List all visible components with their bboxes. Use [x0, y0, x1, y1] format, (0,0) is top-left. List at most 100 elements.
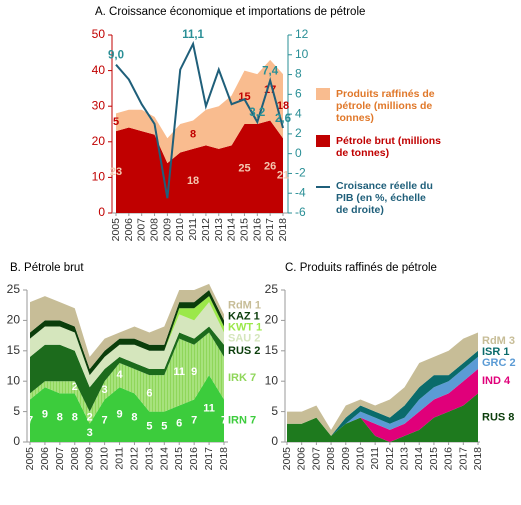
series-value: 8 [508, 412, 514, 424]
data-label: 11 [203, 402, 215, 414]
data-label: 6 [176, 418, 182, 430]
series-value: 7 [250, 415, 256, 427]
y-tick-label: 10 [92, 170, 106, 184]
series-name: RUS [228, 345, 251, 357]
x-tick-label: 2009 [161, 218, 173, 242]
y-tick-label: 15 [265, 343, 279, 357]
series-label: RUS 2 [228, 345, 260, 357]
x-tick-label: 2017 [457, 447, 469, 471]
series-label: RdM 1 [228, 300, 261, 312]
x-tick-label: 2010 [174, 218, 186, 242]
area [287, 356, 478, 436]
x-tick-label: 2015 [428, 447, 440, 471]
y-tick-label: 0 [13, 434, 20, 448]
data-label: 2 [72, 381, 78, 393]
y2-tick-label: 4 [295, 106, 302, 120]
y-tick-label: 20 [7, 313, 21, 327]
y-tick-label: 10 [7, 373, 21, 387]
y-tick-label: 5 [13, 404, 20, 418]
x-tick-label: 2008 [325, 447, 337, 471]
x-tick-label: 2006 [296, 447, 308, 471]
data-label: 7 [102, 415, 108, 427]
series-name: IRK [228, 372, 247, 384]
y-tick-label: 40 [92, 63, 106, 77]
data-label: 7 [191, 415, 197, 427]
series-value: 2 [254, 333, 260, 345]
x-tick-label: 2014 [226, 218, 238, 242]
x-tick-label: 2013 [399, 447, 411, 471]
series-value: 3 [509, 335, 515, 347]
series-name: KAZ [228, 311, 251, 323]
y2-tick-label: 12 [295, 27, 309, 41]
legend-label: Croisance réelle du PIB (en %, échelle d… [336, 180, 433, 216]
data-label: 3,2 [249, 107, 265, 119]
area [30, 296, 224, 376]
data-label: 21 [277, 170, 289, 182]
y2-tick-label: 8 [295, 67, 302, 81]
area [287, 332, 478, 436]
data-label: 18 [277, 100, 289, 112]
series-name: IRN [228, 415, 247, 427]
y-tick-label: 0 [98, 205, 105, 219]
x-tick-label: 2013 [143, 447, 155, 471]
data-label: 2,6 [275, 113, 291, 125]
y-tick-label: 30 [92, 98, 106, 112]
x-tick-label: 2006 [39, 447, 51, 471]
area [287, 350, 478, 436]
series-name: GRC [482, 357, 507, 369]
series-value: 1 [503, 346, 509, 358]
data-label: 8 [72, 412, 78, 424]
y-tick-label: 5 [271, 404, 278, 418]
x-tick-label: 2016 [251, 218, 263, 242]
data-label: 4 [116, 369, 123, 381]
area [287, 393, 478, 442]
x-tick-label: 2016 [443, 447, 455, 471]
y-tick-label: 0 [271, 434, 278, 448]
y2-tick-label: -4 [295, 185, 306, 199]
data-label: 7,4 [262, 66, 279, 78]
series-label: IRK 7 [228, 372, 256, 384]
x-tick-label: 2005 [281, 447, 293, 471]
x-tick-label: 2007 [310, 447, 322, 471]
y2-tick-label: 10 [295, 47, 309, 61]
series-label: IRN 7 [228, 415, 256, 427]
data-label: 3 [87, 427, 93, 439]
x-tick-label: 2014 [413, 447, 425, 471]
data-label: 11 [173, 366, 185, 378]
series-value: 2 [254, 345, 260, 357]
series-value: 2 [509, 357, 515, 369]
series-name: RdM [482, 335, 506, 347]
area [30, 375, 224, 442]
x-tick-label: 2012 [128, 447, 140, 471]
y-tick-label: 20 [265, 313, 279, 327]
y2-tick-label: -6 [295, 205, 306, 219]
x-tick-label: 2017 [264, 218, 276, 242]
series-label: IND 4 [482, 375, 511, 387]
y-tick-label: 25 [265, 282, 279, 296]
legend-swatch [316, 135, 330, 147]
y2-tick-label: -2 [295, 166, 306, 180]
data-label: 26 [264, 161, 276, 173]
y-tick-label: 20 [92, 134, 106, 148]
x-tick-label: 2007 [136, 218, 148, 242]
chart-title: A. Croissance économique et importations… [95, 6, 365, 18]
legend-swatch [316, 186, 330, 188]
series-label: ISR 1 [482, 346, 509, 358]
x-tick-label: 2018 [277, 218, 289, 242]
data-label: 11,1 [182, 29, 204, 41]
data-label: 2 [87, 412, 93, 424]
data-label: 9,0 [108, 50, 124, 62]
x-tick-label: 2014 [158, 447, 170, 471]
y-tick-label: 10 [265, 373, 279, 387]
data-label: 7 [221, 415, 227, 427]
data-label: 8 [131, 412, 137, 424]
series-name: RUS [482, 412, 505, 424]
data-label: 8 [57, 412, 63, 424]
data-label: 9 [116, 409, 122, 421]
x-tick-label: 2011 [114, 447, 126, 470]
data-label: 7 [27, 415, 33, 427]
x-tick-label: 2011 [369, 447, 381, 470]
data-label: 5 [113, 116, 119, 128]
